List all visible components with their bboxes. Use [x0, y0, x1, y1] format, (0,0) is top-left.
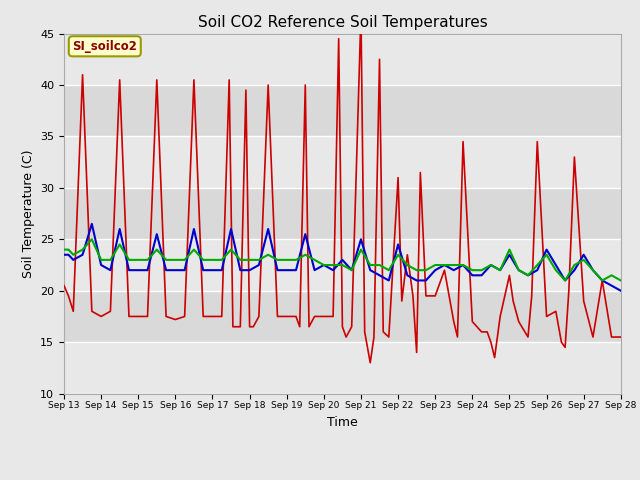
Y-axis label: Soil Temperature (C): Soil Temperature (C) [22, 149, 35, 278]
Bar [64, 85, 621, 136]
X-axis label: Time: Time [327, 416, 358, 429]
Title: Soil CO2 Reference Soil Temperatures: Soil CO2 Reference Soil Temperatures [198, 15, 487, 30]
Text: SI_soilco2: SI_soilco2 [72, 40, 137, 53]
Legend: Ref_ST -16cm, Ref_ST -8cm, Ref_ST -2cm: Ref_ST -16cm, Ref_ST -8cm, Ref_ST -2cm [151, 479, 534, 480]
Bar [64, 291, 621, 342]
Bar [64, 188, 621, 240]
